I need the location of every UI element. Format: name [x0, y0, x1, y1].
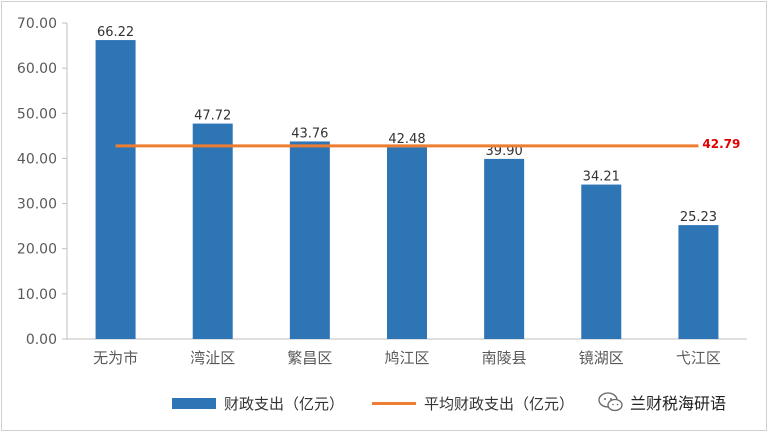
watermark-text: 兰财税海研语	[630, 394, 727, 413]
watermark: 兰财税海研语	[598, 390, 726, 414]
y-tick-label: 20.00	[17, 242, 57, 258]
x-tick-label: 湾沚区	[190, 349, 235, 367]
bar-value-label: 47.72	[194, 109, 231, 124]
y-tick-label: 10.00	[17, 287, 57, 303]
bar-6	[581, 184, 622, 339]
average-value-label: 42.79	[702, 137, 740, 151]
bar-value-label: 43.76	[291, 126, 328, 141]
y-tick-label: 50.00	[17, 106, 57, 122]
y-tick-label: 30.00	[17, 197, 57, 213]
bar-7	[678, 225, 719, 339]
bar-3	[289, 141, 330, 339]
legend-swatch-bar	[172, 397, 216, 409]
bar-value-label: 39.90	[486, 144, 523, 159]
bar-2	[192, 123, 233, 340]
bar-value-label: 42.48	[388, 132, 425, 147]
legend-label-line: 平均财政支出（亿元）	[424, 394, 575, 413]
x-tick-label: 无为市	[93, 349, 138, 367]
bar-value-label: 34.21	[583, 170, 620, 185]
legend-item-line: 平均财政支出（亿元）	[372, 392, 574, 414]
x-tick-label: 弋江区	[676, 349, 721, 367]
x-tick-label: 南陵县	[482, 349, 527, 367]
y-tick-label: 70.00	[17, 16, 57, 32]
x-tick-label: 繁昌区	[287, 349, 332, 367]
y-tick-label: 40.00	[17, 151, 57, 167]
bar-5	[484, 158, 525, 339]
x-tick-label: 鸠江区	[384, 349, 429, 367]
bar-1	[95, 40, 136, 340]
legend-item-bar: 财政支出（亿元）	[172, 392, 344, 414]
bar-value-label: 25.23	[680, 210, 717, 225]
bar-value-label: 66.22	[97, 25, 134, 40]
wechat-icon	[598, 392, 623, 412]
legend-label-bar: 财政支出（亿元）	[224, 394, 345, 413]
y-tick-label: 60.00	[17, 61, 57, 77]
x-tick-label: 镜湖区	[579, 349, 624, 367]
y-tick-label: 0.00	[26, 332, 57, 348]
legend-swatch-line	[372, 401, 416, 405]
bar-4	[387, 147, 427, 339]
